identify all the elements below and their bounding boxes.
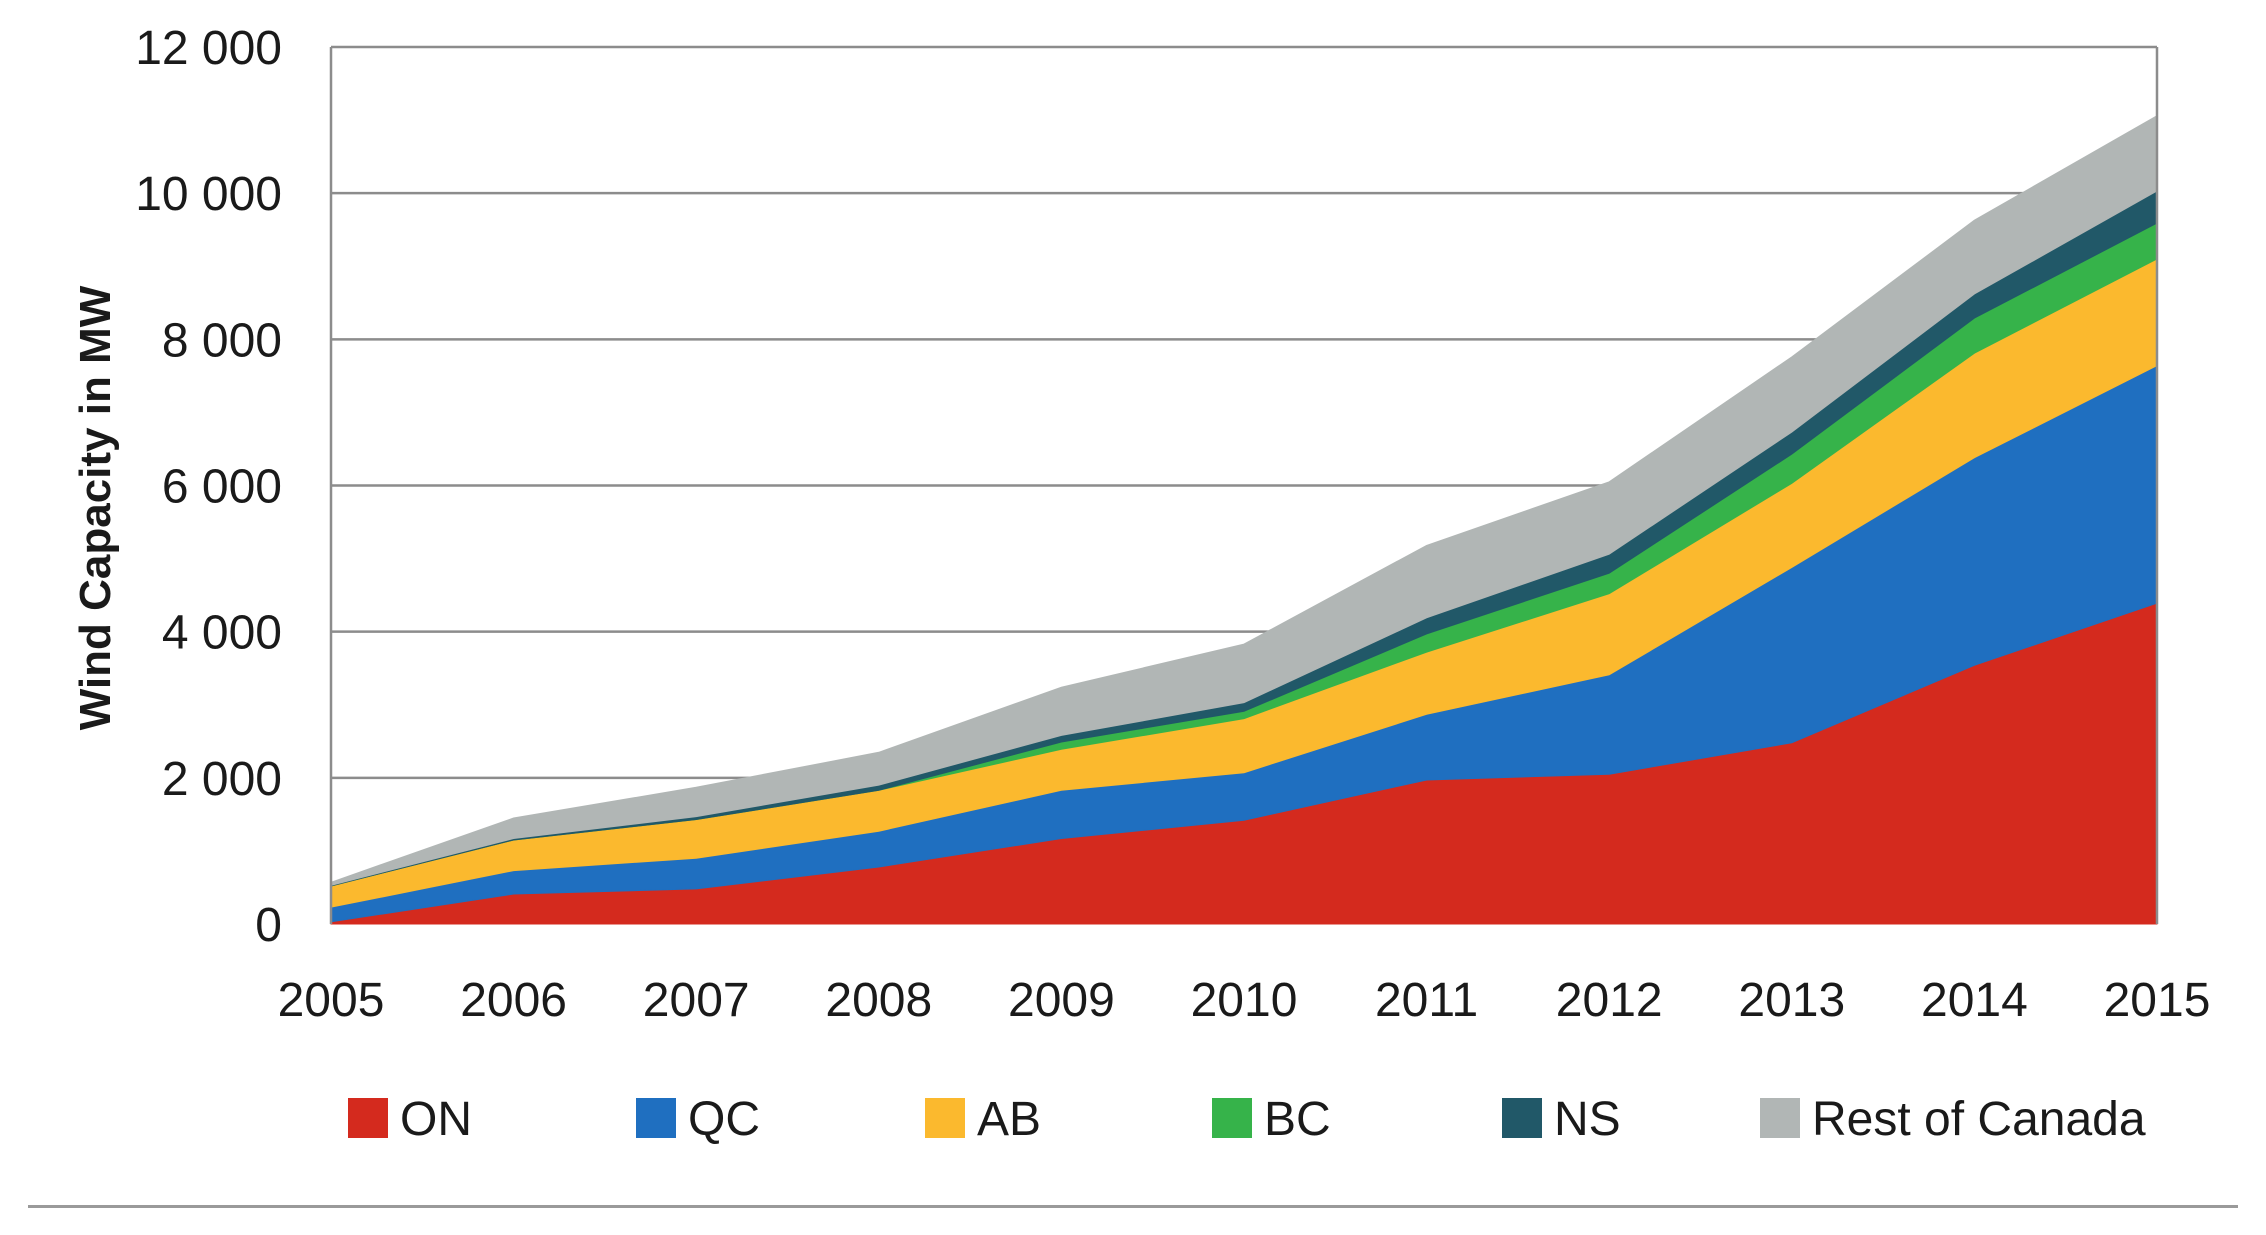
y-tick-label: 4 000 xyxy=(162,607,282,660)
legend-item-ab: AB xyxy=(925,1093,1041,1146)
x-tick-label: 2005 xyxy=(278,974,385,1027)
legend-swatch xyxy=(1502,1098,1542,1138)
legend-label: NS xyxy=(1554,1093,1621,1146)
x-tick-label: 2008 xyxy=(825,974,932,1027)
legend-label: AB xyxy=(977,1093,1041,1146)
stacked-areas xyxy=(330,114,2158,925)
legend: ON QC AB BC NS Rest of Canada xyxy=(348,1093,2146,1146)
legend-label: QC xyxy=(688,1093,760,1146)
legend-item-bc: BC xyxy=(1212,1093,1331,1146)
y-tick-label: 0 xyxy=(255,899,282,952)
legend-item-rest-of-canada: Rest of Canada xyxy=(1760,1093,2146,1146)
legend-swatch xyxy=(636,1098,676,1138)
legend-label: BC xyxy=(1264,1093,1331,1146)
legend-item-ns: NS xyxy=(1502,1093,1621,1146)
x-tick-labels: 2005 2006 2007 2008 2009 2010 2011 2012 2013 2014… xyxy=(278,974,2211,1027)
y-tick-labels: 0 2 000 4 000 6 000 8 000 10 000 12 000 xyxy=(135,22,282,952)
legend-label: ON xyxy=(400,1093,472,1146)
legend-item-qc: QC xyxy=(636,1093,760,1146)
x-tick-label: 2009 xyxy=(1008,974,1115,1027)
x-tick-label: 2014 xyxy=(1921,974,2028,1027)
x-tick-label: 2013 xyxy=(1738,974,1845,1027)
legend-swatch xyxy=(1760,1098,1800,1138)
x-tick-label: 2010 xyxy=(1191,974,1298,1027)
x-tick-label: 2011 xyxy=(1375,974,1478,1027)
legend-swatch xyxy=(348,1098,388,1138)
footer-divider xyxy=(28,1205,2238,1208)
legend-swatch xyxy=(925,1098,965,1138)
x-tick-label: 2007 xyxy=(643,974,750,1027)
axes xyxy=(329,47,2159,924)
y-tick-label: 2 000 xyxy=(162,753,282,806)
y-tick-label: 6 000 xyxy=(162,461,282,514)
x-tick-label: 2012 xyxy=(1556,974,1663,1027)
y-axis-title: Wind Capacity in MW xyxy=(71,285,120,730)
x-tick-label: 2015 xyxy=(2104,974,2211,1027)
legend-item-on: ON xyxy=(348,1093,472,1146)
legend-swatch xyxy=(1212,1098,1252,1138)
y-tick-label: 10 000 xyxy=(135,168,282,221)
y-tick-label: 12 000 xyxy=(135,22,282,75)
y-tick-label: 8 000 xyxy=(162,314,282,367)
x-tick-label: 2006 xyxy=(460,974,567,1027)
legend-label: Rest of Canada xyxy=(1812,1093,2146,1146)
